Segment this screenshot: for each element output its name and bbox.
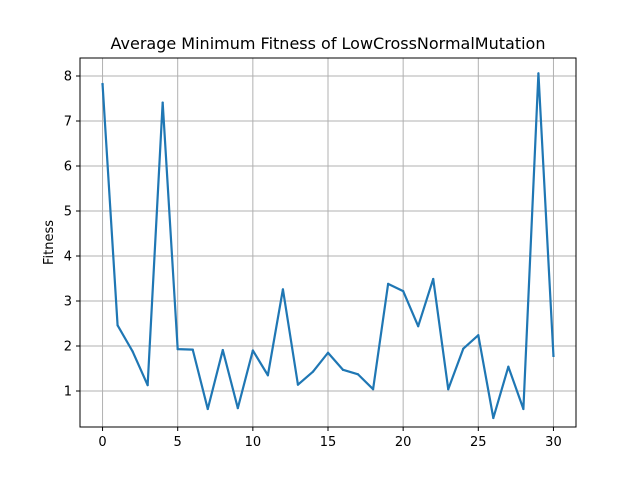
data-point: [507, 365, 510, 368]
x-tick-label: 25: [470, 435, 487, 450]
x-tick-label: 5: [174, 435, 182, 450]
data-point: [356, 373, 360, 376]
data-point: [101, 83, 104, 86]
y-axis: 1 2 3 4 5 6 7 8: [64, 70, 80, 400]
data-point: [341, 368, 345, 371]
chart-title: Average Minimum Fitness of LowCrossNorma…: [111, 34, 546, 53]
data-point: [387, 282, 390, 285]
data-point: [552, 354, 555, 357]
data-point: [191, 348, 194, 351]
data-point: [522, 407, 525, 411]
data-point: [236, 407, 239, 410]
data-point: [477, 334, 480, 337]
data-point: [251, 349, 254, 352]
data-point: [161, 101, 164, 104]
x-tick-label: 30: [545, 435, 562, 450]
series-layer: [101, 72, 555, 420]
data-point: [311, 370, 315, 373]
y-tick-label: 7: [64, 115, 72, 130]
y-axis-label: Fitness: [42, 220, 57, 265]
data-point: [432, 277, 435, 281]
y-tick-label: 6: [64, 160, 72, 175]
y-tick-label: 5: [64, 205, 72, 220]
data-point: [176, 348, 179, 351]
data-point: [402, 290, 405, 293]
data-point: [447, 388, 450, 391]
y-tick-label: 3: [64, 295, 72, 310]
x-axis: 0 5 10 15 20 25 30: [98, 427, 562, 450]
data-point: [417, 325, 420, 328]
data-point: [116, 324, 119, 327]
data-point: [146, 384, 149, 387]
data-point: [131, 350, 134, 353]
data-point: [326, 351, 330, 354]
data-point: [462, 347, 465, 350]
x-tick-label: 0: [98, 435, 106, 450]
data-point: [221, 348, 224, 352]
data-point: [296, 383, 300, 386]
data-point: [537, 72, 540, 75]
data-point: [492, 416, 495, 420]
y-tick-label: 8: [64, 70, 72, 85]
x-tick-label: 20: [395, 435, 412, 450]
data-point: [371, 388, 375, 391]
x-tick-label: 10: [245, 435, 262, 450]
y-tick-label: 2: [64, 340, 72, 355]
grid-lines: [80, 58, 576, 427]
data-point: [281, 288, 285, 291]
y-tick-label: 1: [64, 385, 72, 400]
data-point: [206, 407, 209, 411]
y-tick-label: 4: [64, 250, 72, 265]
x-tick-label: 15: [320, 435, 337, 450]
data-point: [266, 374, 269, 377]
